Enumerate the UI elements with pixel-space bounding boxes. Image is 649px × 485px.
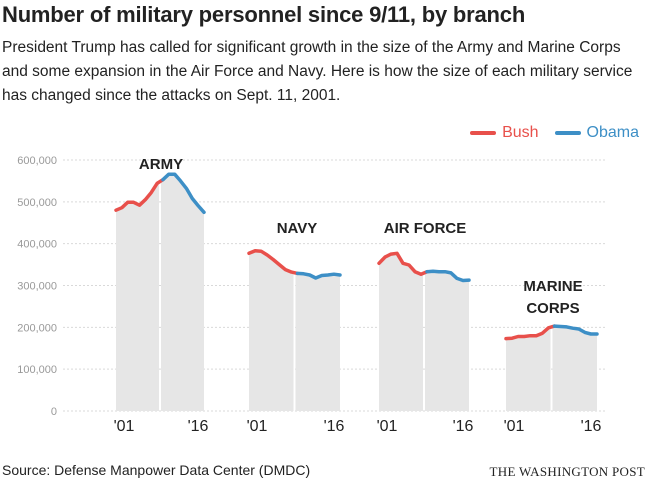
legend-label-bush: Bush: [502, 124, 539, 141]
area-bush: [506, 327, 551, 411]
area-bush: [379, 253, 423, 411]
series-label: AIR FORCE: [384, 220, 467, 237]
x-tick-label: '16: [324, 418, 345, 435]
line-bush: [114, 177, 165, 212]
source-note: Source: Defense Manpower Data Center (DM…: [2, 462, 311, 478]
publisher-credit: THE WASHINGTON POST: [489, 464, 645, 479]
series-label: NAVY: [277, 220, 318, 237]
x-tick-label: '01: [114, 418, 135, 435]
legend-item-obama: Obama: [554, 124, 639, 142]
area-obama: [161, 174, 204, 411]
line-obama: [161, 172, 206, 215]
area-bush: [116, 183, 159, 411]
legend-swatch-bush: [470, 131, 497, 135]
x-tick-label: '01: [377, 418, 398, 435]
line-obama: [425, 269, 471, 283]
chart-plot: 0 100,000 200,000 300,000 400,000 500,000 600,…: [17, 155, 605, 435]
y-tick-label: 600,000: [17, 155, 57, 167]
series-label: CORPS: [526, 300, 579, 317]
line-obama: [552, 324, 599, 336]
chart-subtitle: President Trump has called for significa…: [2, 39, 633, 104]
series-label: ARMY: [139, 156, 183, 173]
y-tick-label: 500,000: [17, 197, 57, 209]
line-bush: [247, 249, 300, 276]
line-bush: [377, 251, 429, 276]
area-obama: [295, 273, 340, 411]
chart-title: Number of military personnel since 9/11,…: [2, 2, 526, 27]
series-label: MARINE: [523, 278, 582, 295]
legend-item-bush: Bush: [470, 124, 539, 142]
x-tick-label: '16: [453, 418, 474, 435]
y-tick-label: 100,000: [17, 364, 57, 376]
x-tick-label: '16: [581, 418, 602, 435]
x-tick-label: '01: [504, 418, 525, 435]
area-obama: [552, 326, 597, 411]
y-tick-label: 200,000: [17, 322, 57, 334]
x-tick-label: '16: [188, 418, 209, 435]
legend-swatch-obama: [554, 131, 581, 135]
chart-legend: Bush Obama: [470, 122, 639, 144]
legend-label-obama: Obama: [586, 124, 639, 141]
x-tick-label: '01: [247, 418, 268, 435]
line-obama: [295, 271, 342, 280]
y-tick-label: 0: [51, 406, 57, 418]
line-bush: [504, 324, 557, 341]
area-bush: [249, 250, 294, 411]
y-tick-label: 400,000: [17, 239, 57, 251]
area-obama: [425, 271, 469, 411]
y-tick-label: 300,000: [17, 281, 57, 293]
